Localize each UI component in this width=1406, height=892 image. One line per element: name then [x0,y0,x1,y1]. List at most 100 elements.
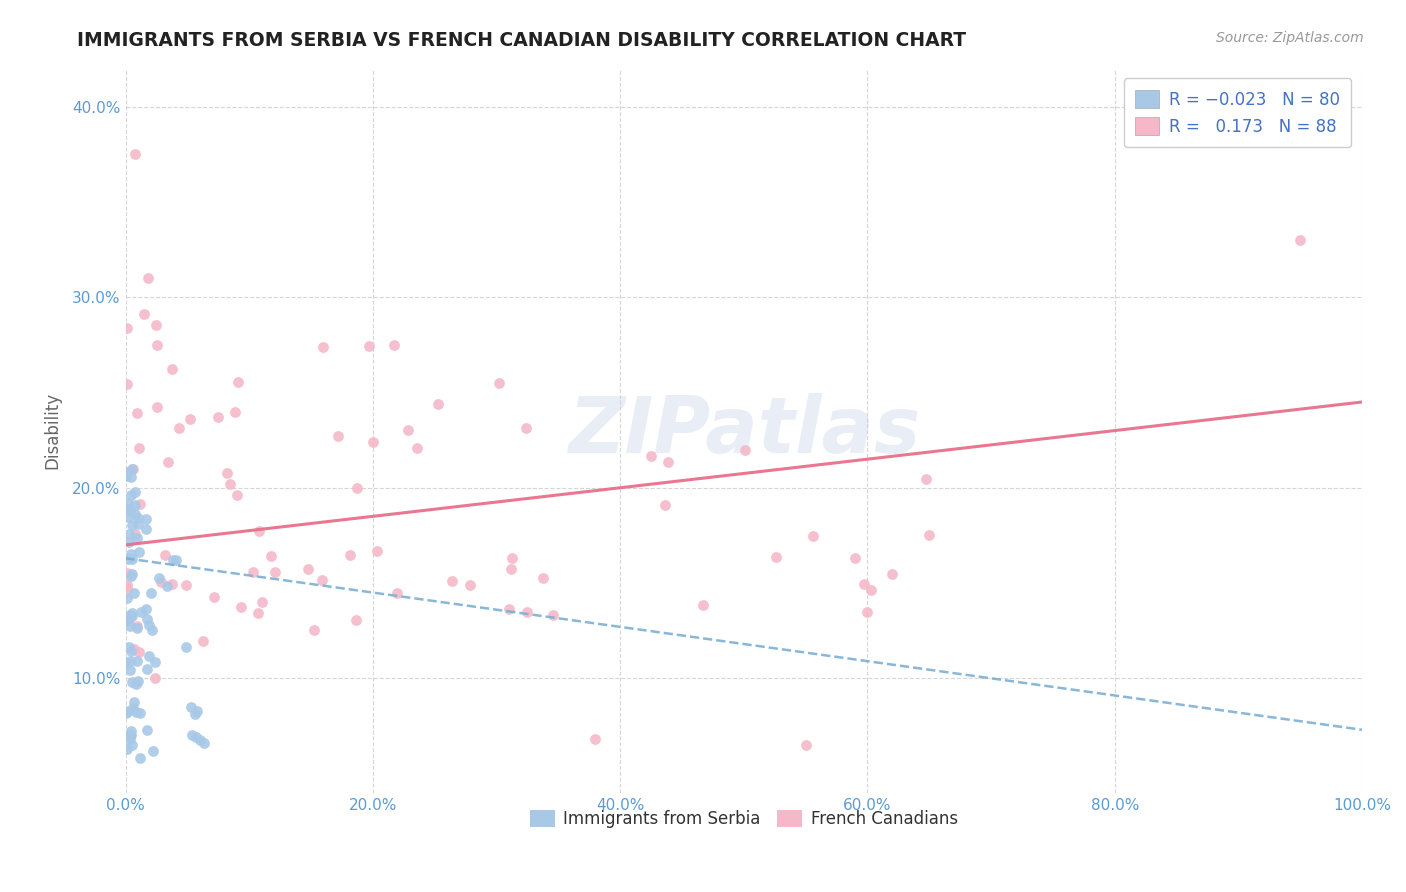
Point [122,462,145,476]
Point [136,271,159,285]
Point [179,412,201,426]
Point [121,606,143,620]
Point [134,307,156,321]
Point [346,481,368,495]
Point [117,321,139,335]
Point [121,517,143,532]
Point [135,522,157,536]
Point [127,618,149,632]
Point [135,602,157,616]
Point [124,507,146,521]
Point [117,613,139,627]
Point [120,470,142,484]
Point [191,633,214,648]
Point [297,562,319,576]
Point [120,727,142,741]
Point [311,573,333,587]
Point [115,376,138,391]
Point [136,662,159,676]
Point [146,400,169,414]
Point [117,527,139,541]
Legend: Immigrants from Serbia, French Canadians: Immigrants from Serbia, French Canadians [523,804,965,835]
Point [765,549,787,564]
Point [160,361,183,376]
Point [260,549,283,563]
Point [692,598,714,612]
Point [115,608,138,623]
Point [115,591,138,606]
Point [339,548,361,562]
Point [488,376,510,390]
Point [120,569,142,583]
Point [193,736,215,750]
Point [141,586,163,600]
Point [115,578,138,592]
Point [145,318,167,333]
Point [515,421,537,435]
Point [117,551,139,566]
Point [129,497,152,511]
Point [117,510,139,524]
Point [657,455,679,469]
Point [157,454,180,468]
Point [224,405,246,419]
Point [188,732,211,747]
Point [225,488,247,502]
Point [143,671,166,685]
Point [125,532,148,546]
Point [121,609,143,624]
Point [440,574,463,588]
Point [121,462,143,476]
Point [121,566,143,581]
Point [250,595,273,609]
Point [385,586,408,600]
Point [302,623,325,637]
Point [859,582,882,597]
Point [115,468,138,483]
Point [124,147,146,161]
Point [202,590,225,604]
Point [127,621,149,635]
Point [174,578,197,592]
Point [498,602,520,616]
Point [117,704,139,718]
Point [117,496,139,510]
Point [124,485,146,500]
Point [1289,233,1312,247]
Point [118,534,141,549]
Point [117,741,139,756]
Point [120,547,142,561]
Point [541,608,564,623]
Point [118,654,141,668]
Point [180,728,202,742]
Text: ZIPatlas: ZIPatlas [568,392,920,468]
Point [120,608,142,623]
Point [583,732,606,747]
Point [136,723,159,738]
Point [734,443,756,458]
Point [120,504,142,518]
Point [184,730,207,744]
Point [124,499,146,513]
Point [136,612,159,626]
Point [149,574,172,589]
Point [120,723,142,738]
Point [180,700,202,714]
Point [128,706,150,720]
Point [127,516,149,531]
Point [127,511,149,525]
Point [120,488,142,502]
Point [361,434,384,449]
Point [247,607,270,621]
Point [115,706,138,721]
Point [128,544,150,558]
Point [148,571,170,585]
Point [344,613,367,627]
Point [640,450,662,464]
Point [153,548,176,562]
Point [801,529,824,543]
Point [141,623,163,637]
Point [125,406,148,420]
Point [128,645,150,659]
Point [120,502,142,516]
